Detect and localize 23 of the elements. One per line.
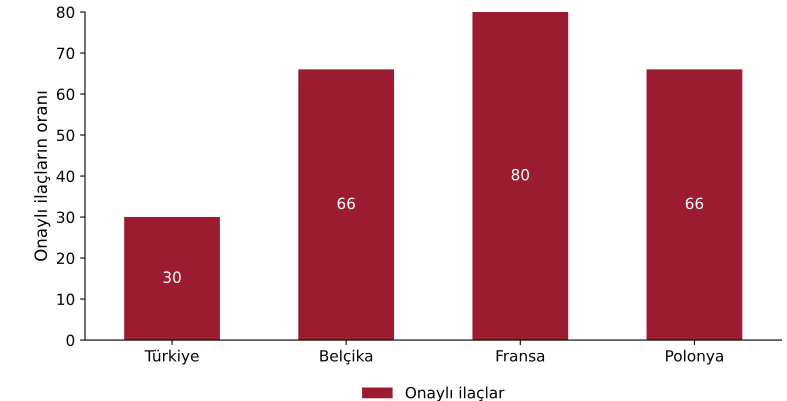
- bar: [124, 217, 220, 340]
- y-tick-label: 10: [58, 294, 74, 306]
- bar: [298, 69, 394, 340]
- x-tick-label: Fransa: [496, 350, 544, 362]
- y-tick-label: 40: [56, 170, 74, 182]
- data-label: 66: [338, 198, 355, 210]
- data-label: 80: [512, 168, 530, 180]
- bar: [472, 12, 568, 340]
- y-tick-label: 20: [56, 252, 74, 264]
- y-tick-label: 30: [57, 212, 74, 224]
- data-label: 66: [686, 198, 704, 210]
- y-tick-label: 70: [57, 48, 74, 60]
- y-tick-label: 60: [56, 88, 74, 100]
- x-tick-label: Polonya: [666, 350, 723, 365]
- x-tick-label: Belçika: [320, 350, 372, 364]
- legend-label: Onaylı ilaçlar: [406, 386, 504, 401]
- y-axis-title: Onaylı ilaçların oranı: [34, 92, 50, 261]
- x-tick-label: Türkiye: [144, 350, 199, 365]
- bar: [646, 69, 742, 340]
- data-label: 30: [164, 271, 181, 283]
- y-tick-label: 0: [66, 334, 74, 346]
- y-tick-label: 50: [57, 130, 74, 142]
- y-tick-label: 80: [56, 6, 74, 18]
